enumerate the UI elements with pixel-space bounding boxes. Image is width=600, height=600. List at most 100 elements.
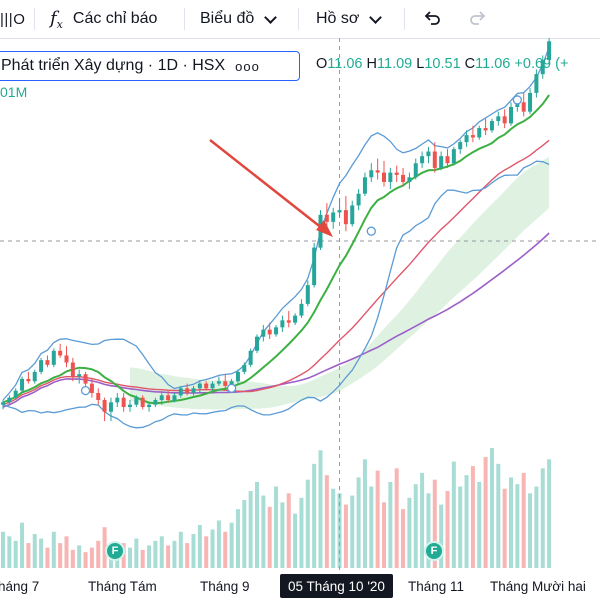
volume-bar xyxy=(540,468,545,568)
annotation-arrow-head xyxy=(316,220,333,237)
more-options-icon[interactable]: ooo xyxy=(235,58,260,74)
volume-bar xyxy=(45,547,50,568)
volume-bar xyxy=(388,481,393,568)
candle-body xyxy=(147,404,152,408)
candle-body xyxy=(178,388,183,396)
volume-bar xyxy=(51,531,56,568)
event-badge[interactable]: F xyxy=(424,541,444,561)
candle-body xyxy=(280,320,285,328)
top-toolbar: |||O fx Các chỉ báo Biểu đồ Hồ sơ xyxy=(0,0,600,39)
volume-bar xyxy=(324,475,329,568)
volume-bar xyxy=(96,540,101,568)
volume-bar xyxy=(413,484,418,568)
candle-body xyxy=(26,378,31,382)
time-axis[interactable]: háng 7 Tháng Tám Tháng 9 05 Tháng 10 '20… xyxy=(0,574,600,600)
x-tick-label: Tháng Tám xyxy=(88,579,157,594)
volume-bar xyxy=(350,495,355,568)
candle-body xyxy=(223,381,228,386)
chart-type-button[interactable]: Biểu đồ xyxy=(200,0,278,38)
candle-body xyxy=(407,177,412,182)
profile-button[interactable]: Hồ sơ xyxy=(316,0,383,38)
volume-bar xyxy=(102,527,107,568)
candle-body xyxy=(401,174,406,182)
candle-body xyxy=(375,170,380,173)
candle-body xyxy=(267,329,272,335)
candle-body xyxy=(458,142,463,150)
candle-body xyxy=(369,170,374,178)
volume-bar xyxy=(229,522,234,568)
x-tick-label: Tháng 11 xyxy=(408,579,465,594)
volume-bar xyxy=(159,536,164,568)
volume-bar xyxy=(7,536,12,568)
toolbar-divider xyxy=(404,8,405,30)
candle-body xyxy=(382,172,386,182)
candle-body xyxy=(45,360,50,365)
redo-icon xyxy=(470,11,486,25)
low-value: 10.51 xyxy=(424,56,461,72)
change-value: +0.69 xyxy=(514,56,552,72)
volume-bar xyxy=(521,472,526,568)
volume-bar xyxy=(261,495,266,568)
bollinger-upper xyxy=(2,46,550,401)
volume-bar xyxy=(223,531,228,568)
x-tick-label: háng 7 xyxy=(0,579,40,594)
candle-body xyxy=(331,212,336,222)
volume-bar xyxy=(255,481,259,568)
candle-body xyxy=(166,395,171,401)
candle-body xyxy=(515,102,520,107)
volume-bar xyxy=(483,457,488,568)
candle-body xyxy=(229,381,234,386)
candle-body xyxy=(432,151,437,168)
volume-bar xyxy=(197,524,202,568)
candle-body xyxy=(134,397,139,405)
volume-bar xyxy=(64,536,69,568)
volume-bar xyxy=(20,522,25,568)
volume-bar xyxy=(470,466,475,568)
candle-body xyxy=(324,214,329,222)
volume-bar xyxy=(496,463,501,568)
candle-body xyxy=(77,374,82,377)
indicators-button[interactable]: fx Các chỉ báo xyxy=(50,0,157,38)
volume-bar xyxy=(286,493,291,568)
candle-body xyxy=(426,151,431,157)
candle-body xyxy=(204,383,209,389)
volume-bar xyxy=(242,500,247,568)
candle-body xyxy=(255,336,259,351)
volume-bar xyxy=(185,543,190,568)
volume-bar xyxy=(312,463,317,568)
volume-bar xyxy=(407,497,412,568)
volume-bar xyxy=(445,491,450,568)
ichimoku-cloud xyxy=(130,156,550,410)
volume-bar xyxy=(318,450,323,568)
undo-button[interactable] xyxy=(422,0,442,38)
event-badge[interactable]: F xyxy=(105,541,125,561)
volume-bar xyxy=(77,545,82,568)
candle-body xyxy=(312,247,317,286)
symbol-legend[interactable]: Phát triển Xây dựng · 1D · HSX ooo xyxy=(0,51,300,81)
volume-bar xyxy=(13,540,18,568)
candle-body xyxy=(121,397,126,408)
candle-body xyxy=(235,371,240,382)
candle-body xyxy=(32,371,37,382)
volume-bar xyxy=(509,477,513,568)
volume-bar xyxy=(293,513,298,568)
candle-body xyxy=(299,303,304,316)
candle-body xyxy=(509,106,513,124)
candle-body xyxy=(464,135,469,143)
candle-body xyxy=(128,404,132,408)
volume-bar xyxy=(299,497,304,568)
candle-body xyxy=(216,381,221,384)
candle-body xyxy=(70,362,75,377)
volume-bar xyxy=(489,448,494,568)
compare-icon[interactable]: |||O xyxy=(0,10,26,28)
price-chart[interactable] xyxy=(0,38,600,574)
candle-body xyxy=(261,329,266,337)
volume-bar xyxy=(191,534,196,568)
candle-body xyxy=(534,74,539,93)
volume-bar xyxy=(451,461,456,568)
candle-body xyxy=(362,177,367,194)
volume-bar xyxy=(204,536,209,568)
candle-body xyxy=(83,374,88,384)
ohlc-legend: O11.06 H11.09 L10.51 C11.06 +0.69 (+ xyxy=(316,56,568,72)
redo-button[interactable] xyxy=(468,0,488,38)
